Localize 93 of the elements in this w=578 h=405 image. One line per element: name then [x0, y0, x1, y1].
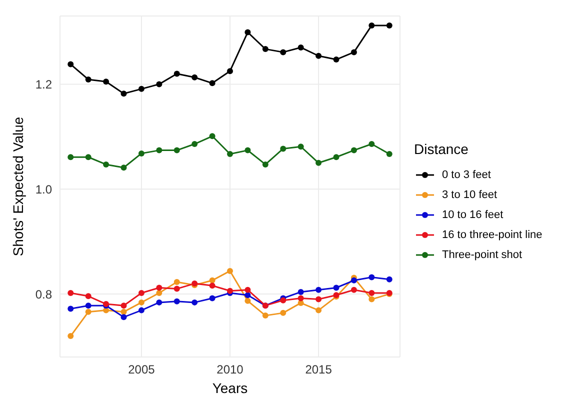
- y-tick-label: 1.0: [35, 182, 52, 196]
- point: [298, 288, 304, 295]
- y-tick-label: 0.8: [35, 287, 52, 302]
- point: [138, 150, 144, 156]
- point: [138, 299, 144, 306]
- point: [227, 68, 233, 74]
- point: [316, 296, 322, 302]
- point: [386, 150, 392, 157]
- point: [192, 299, 198, 306]
- point: [244, 286, 251, 293]
- point: [227, 150, 233, 157]
- point: [262, 312, 268, 319]
- point: [156, 81, 162, 88]
- point: [350, 147, 357, 154]
- point: [333, 284, 340, 291]
- legend-label: 0 to 3 feet: [442, 168, 491, 180]
- point: [174, 147, 180, 154]
- point: [156, 147, 162, 154]
- point: [156, 284, 162, 291]
- point: [103, 78, 110, 85]
- point: [192, 74, 198, 80]
- point: [244, 147, 251, 154]
- point: [227, 288, 233, 294]
- point: [192, 141, 198, 148]
- point: [120, 302, 127, 309]
- point: [120, 90, 127, 97]
- point: [316, 52, 322, 59]
- point: [298, 295, 304, 302]
- point: [244, 292, 251, 298]
- point: [368, 22, 375, 28]
- point: [68, 154, 74, 160]
- point: [280, 146, 286, 152]
- point: [298, 44, 304, 50]
- point: [85, 308, 92, 315]
- point: [209, 295, 216, 302]
- point: [138, 307, 144, 314]
- point: [209, 80, 216, 86]
- point: [156, 290, 162, 296]
- point: [244, 29, 251, 36]
- legend-label: 3 to 10 feet: [442, 188, 498, 200]
- x-tick-label: 2015: [305, 362, 332, 377]
- point: [68, 61, 74, 68]
- point: [68, 290, 74, 296]
- point: [316, 307, 322, 314]
- point: [316, 160, 322, 166]
- point: [244, 298, 251, 304]
- point: [103, 161, 110, 168]
- y-tick-label: 1.2: [35, 77, 52, 92]
- point: [120, 164, 127, 171]
- point: [350, 49, 357, 56]
- point: [368, 296, 375, 302]
- point: [174, 278, 180, 285]
- point: [85, 76, 92, 82]
- legend-title: Distance: [414, 140, 470, 156]
- point: [262, 161, 268, 168]
- point: [138, 86, 144, 92]
- point: [85, 154, 92, 160]
- point: [333, 154, 340, 160]
- point: [368, 290, 375, 296]
- point: [174, 286, 180, 292]
- point: [120, 314, 127, 320]
- point: [368, 274, 375, 280]
- point: [68, 306, 74, 312]
- legend-label: 16 to three-point line: [442, 228, 542, 240]
- x-tick-label: 2005: [128, 362, 156, 377]
- point: [386, 22, 392, 28]
- legend-label: 10 to 16 feet: [442, 208, 504, 220]
- point: [316, 286, 322, 293]
- point: [227, 268, 233, 274]
- point: [85, 293, 92, 300]
- point: [68, 333, 74, 340]
- legend-label: Three-point shot: [442, 248, 522, 260]
- point: [350, 277, 357, 284]
- point: [138, 290, 144, 296]
- x-tick-label: 2010: [216, 362, 244, 377]
- point: [280, 49, 286, 56]
- y-axis-title: Shots' Expected Value: [10, 116, 26, 256]
- x-axis-title: Years: [212, 380, 248, 396]
- point: [262, 46, 268, 52]
- point: [156, 299, 162, 306]
- point: [209, 277, 216, 284]
- point: [174, 70, 180, 77]
- point: [368, 141, 375, 148]
- point: [280, 310, 286, 316]
- point: [174, 298, 180, 304]
- point: [298, 144, 304, 150]
- point: [386, 276, 392, 282]
- point: [85, 302, 92, 309]
- point: [350, 286, 357, 293]
- point: [209, 133, 216, 140]
- point: [333, 56, 340, 63]
- point: [209, 282, 216, 289]
- point: [120, 308, 127, 315]
